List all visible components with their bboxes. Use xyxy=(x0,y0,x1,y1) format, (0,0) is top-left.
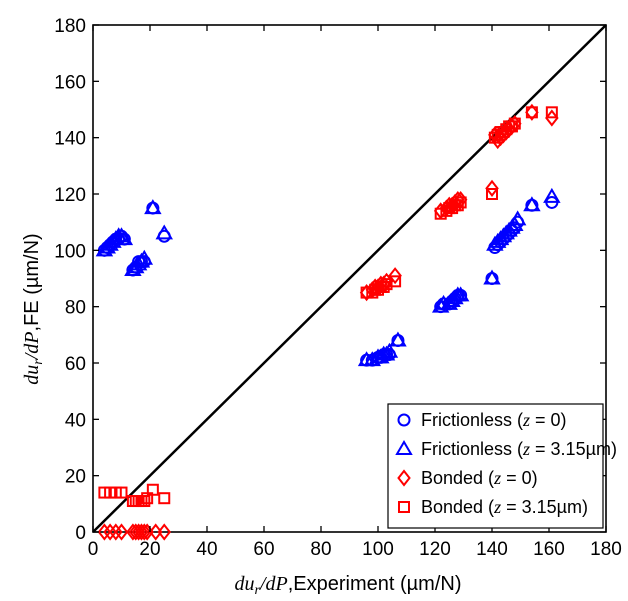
square-point xyxy=(158,492,171,505)
triangle-point xyxy=(451,286,470,302)
triangle-point xyxy=(483,269,501,285)
x-tick-label: 160 xyxy=(533,539,565,560)
x-tick-label: 140 xyxy=(476,539,508,560)
triangle-point xyxy=(503,218,521,234)
diamond-point xyxy=(157,523,172,541)
x-tick-label: 100 xyxy=(362,539,394,560)
triangle-point xyxy=(543,187,561,203)
x-tick-label: 0 xyxy=(88,539,99,560)
x-tick-label: 120 xyxy=(419,539,451,560)
plot-frame xyxy=(92,24,607,533)
legend-entry-label: Frictionless (z = 3.15µm) xyxy=(421,439,617,459)
y-tick-label: 120 xyxy=(54,185,86,206)
reference-line-layer xyxy=(92,24,607,533)
triangle-point xyxy=(377,345,396,361)
square-point xyxy=(146,483,159,496)
y-tick-label: 20 xyxy=(65,467,86,488)
y-tick-label: 40 xyxy=(65,410,86,431)
y-tick-label: 60 xyxy=(65,354,86,375)
diamond-point xyxy=(109,523,123,541)
axis-ticks-layer: 0 20 40 60 80 100 120 140 160 180 0 20 40 60 80 100 120 1… xyxy=(54,16,622,560)
series-triangle xyxy=(95,187,561,367)
triangle-point xyxy=(523,196,541,212)
square-point xyxy=(377,280,390,293)
legend-diamond-icon xyxy=(397,469,411,487)
triangle-point xyxy=(107,230,125,246)
triangle-point xyxy=(115,230,134,246)
diamond-point xyxy=(97,523,112,541)
square-point xyxy=(451,199,464,212)
square-point xyxy=(505,120,518,133)
square-point xyxy=(525,106,538,119)
triangle-point xyxy=(380,342,399,358)
diamond-point xyxy=(485,179,499,197)
legend-square-icon xyxy=(398,501,410,513)
triangle-point xyxy=(135,249,154,265)
legend: Frictionless (z = 0) Frictionless (z = 3.… xyxy=(387,403,617,529)
triangle-point xyxy=(144,199,162,215)
x-axis-label: dur/dP,Experiment (µm/N) xyxy=(234,573,461,598)
y-axis-label: dur/dP,FE (µm/N) xyxy=(21,233,46,384)
diamond-point xyxy=(545,109,559,127)
legend-entry-label: Bonded (z = 3.15µm) xyxy=(421,497,588,517)
data-points-layer xyxy=(95,103,561,541)
plot-area xyxy=(92,24,607,533)
triangle-point xyxy=(508,210,527,226)
diamond-point xyxy=(134,523,149,541)
x-tick-label: 180 xyxy=(590,539,622,560)
legend-triangle-icon xyxy=(395,440,413,455)
square-point xyxy=(508,117,521,130)
square-point xyxy=(115,486,128,499)
x-tick-label: 60 xyxy=(253,539,274,560)
square-point xyxy=(138,495,151,508)
diamond-point xyxy=(103,523,117,541)
diamond-point xyxy=(525,103,539,121)
triangle-point xyxy=(112,227,131,243)
square-point xyxy=(486,188,498,200)
square-point xyxy=(389,275,402,288)
triangle-point xyxy=(389,331,407,347)
y-tick-label: 160 xyxy=(54,72,86,93)
diamond-point xyxy=(388,267,402,285)
square-point xyxy=(545,106,558,119)
triangle-point xyxy=(132,252,151,268)
square-point xyxy=(380,278,393,291)
y-tick-label: 80 xyxy=(65,298,86,319)
diamond-point xyxy=(114,523,129,541)
legend-circle-icon xyxy=(397,413,411,427)
legend-entry-label: Frictionless (z = 0) xyxy=(421,410,567,430)
x-tick-label: 20 xyxy=(139,539,160,560)
diamond-point xyxy=(137,523,152,541)
y-tick-label: 0 xyxy=(75,523,86,544)
x-tick-label: 80 xyxy=(310,539,331,560)
x-tick-label: 40 xyxy=(196,539,217,560)
legend-box xyxy=(387,403,604,529)
y-tick-label: 100 xyxy=(54,241,86,262)
identity-line xyxy=(92,24,607,533)
y-tick-label: 180 xyxy=(54,16,86,37)
legend-entry-label: Bonded (z = 0) xyxy=(421,468,538,488)
series-square xyxy=(98,106,558,508)
square-point xyxy=(454,196,467,209)
triangle-point xyxy=(155,224,173,240)
triangle-point xyxy=(446,289,464,305)
y-tick-label: 140 xyxy=(54,129,86,150)
